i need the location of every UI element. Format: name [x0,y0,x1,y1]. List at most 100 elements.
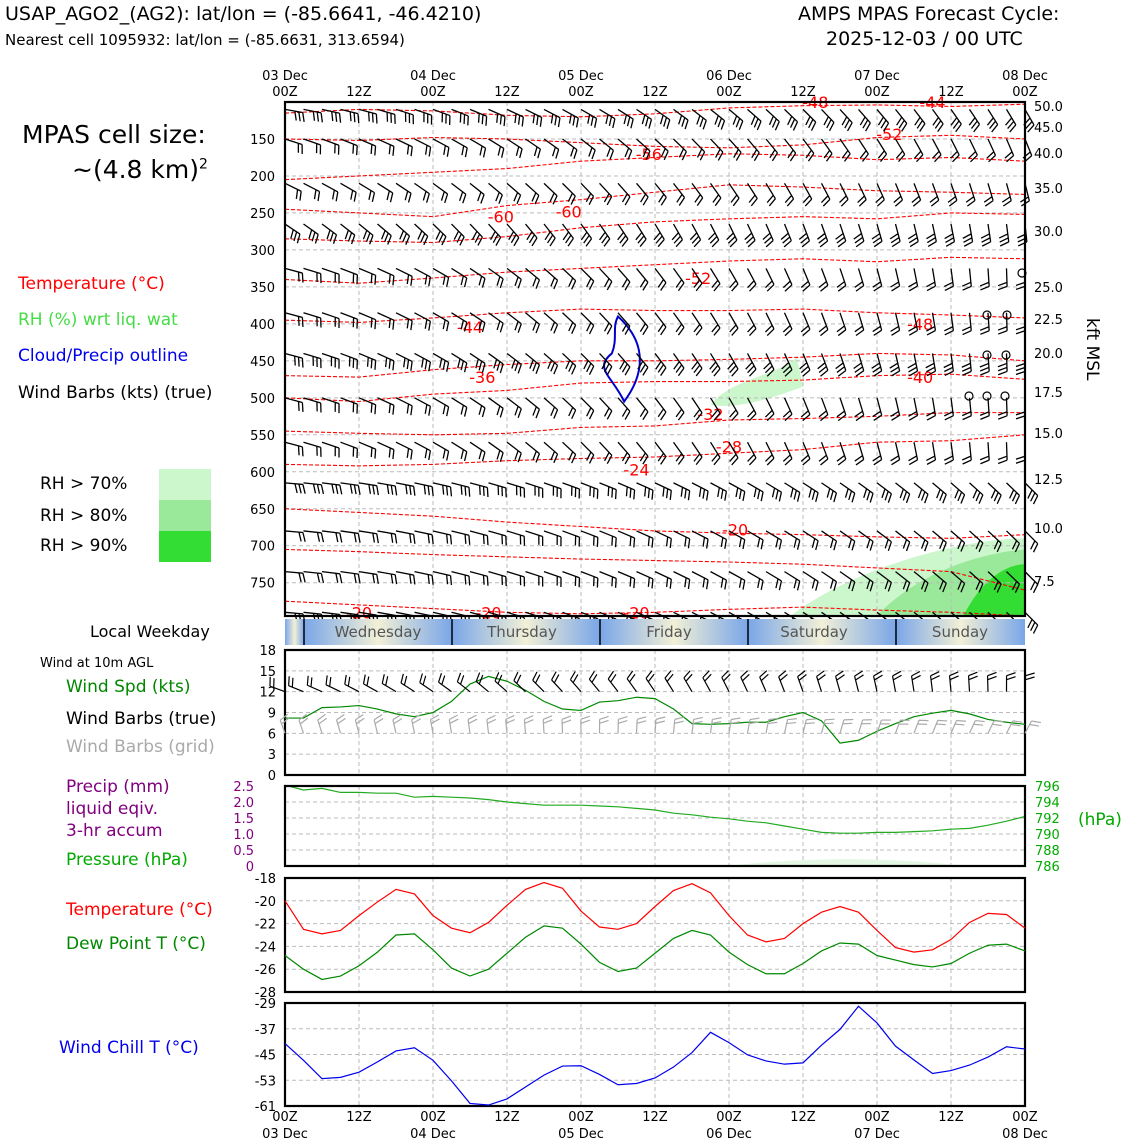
wind-barb [321,530,343,543]
wind-barb [635,223,647,248]
wind-barb [818,312,829,337]
grid-wind-barb [839,718,854,734]
wind-barb [284,138,303,155]
legend-wind-barbs: Wind Barbs (kts) (true) [18,383,213,403]
wind-barb [728,441,739,466]
panel-tick-label: 6 [268,727,276,742]
panel-tick-label: -45 [255,1049,276,1064]
surface-wind-barb [721,670,731,692]
wind-barb [820,183,831,207]
wind-barb [783,183,795,207]
wind-barb [890,268,901,292]
wind-barb [747,108,762,131]
wind-barb [636,530,654,548]
wind-barb [358,482,379,496]
wind-barb [414,138,432,157]
wind-barb [854,442,865,466]
wind-barb [543,267,559,290]
wind-barb [617,312,631,335]
panel-frame [283,1001,1027,1108]
wind-barb [969,530,984,552]
wind-barb [303,611,325,624]
wind-barb [488,138,505,158]
wind-barb [617,353,631,376]
grid-wind-barb [654,716,666,734]
grid-wind-barb [931,719,948,734]
top-hour-label: 12Z [346,85,372,100]
wind-barb [636,182,649,206]
grid-wind-barb [505,714,515,734]
wind-barb [451,138,468,158]
bottom-date-label: 03 Dec [262,1127,308,1140]
panel-tick-label: -29 [255,997,276,1012]
wind-barb [451,182,467,204]
wind-barb [635,312,649,336]
pressure-tick-label: 788 [1035,844,1060,859]
wind-barb [303,108,323,123]
wind-barb [599,353,613,376]
wind-barb [745,353,757,377]
wind-barb [377,570,398,585]
grid-wind-barb [635,716,647,734]
wind-barb [599,138,615,160]
wind-barb [598,223,611,247]
wind-barb [727,353,739,377]
wind-barb [672,397,685,421]
wind-barb [765,138,778,162]
calm-circle [982,310,992,320]
wind-barb [728,108,744,131]
temperature-contour [284,600,1026,617]
wind-barb [1004,138,1015,163]
temperature-contour [284,103,1026,118]
wind-barb [525,441,541,463]
wind-barb [747,138,760,162]
wind-barb [728,397,739,421]
wind-barb [876,482,892,503]
wind-barb [377,312,395,330]
temperature-contour-label: -28 [716,438,742,457]
wind-barb [728,530,746,550]
wind-barb [944,312,954,336]
top-hour-label: 00Z [272,85,298,100]
wind-barb [821,571,838,592]
wind-barb [746,441,757,466]
wind-barb [617,397,631,420]
wind-barb [961,442,972,465]
wind-barb [987,530,1002,553]
wind-barb [689,223,702,248]
wind-barb [488,267,504,289]
wind-barb [746,268,757,292]
wind-barb [839,530,856,551]
wind-barb [562,182,576,205]
wind-barb [889,223,901,248]
wind-barb [818,268,829,292]
wind-barb [525,312,541,334]
wind-barb [303,352,322,369]
pressure-tick-label: 300 [250,244,275,259]
cell-size-value: ~(4.8 km)2 [72,155,208,184]
wind-barb [784,571,801,591]
wind-barb [961,268,972,291]
wind-barb [525,571,544,587]
wind-barb [858,108,871,132]
precip-tick-label: 0.5 [233,844,254,859]
wind-barb [1015,353,1026,376]
wind-panel: 0 3 6 9 12 15 18 [259,644,1042,784]
temperature-contour-label: -60 [556,202,582,221]
grid-wind-barb [411,714,422,734]
wind-barb [635,397,649,421]
surface-wind-barb [306,675,323,693]
wind-barb [926,312,937,336]
grid-wind-barb [968,719,985,734]
wind-barb [654,571,672,589]
top-date-label: 06 Dec [706,69,752,84]
bottom-hour-label: 00Z [716,1110,742,1125]
panel-frame [283,648,1027,777]
grid-wind-barb [580,715,591,734]
wind-barb [997,397,1008,420]
wind-barb [672,182,686,206]
wind-barb [691,571,709,590]
surface-wind-barb [891,670,902,692]
bottom-hour-label: 00Z [272,1110,298,1125]
surface-wind-barb [740,670,750,692]
